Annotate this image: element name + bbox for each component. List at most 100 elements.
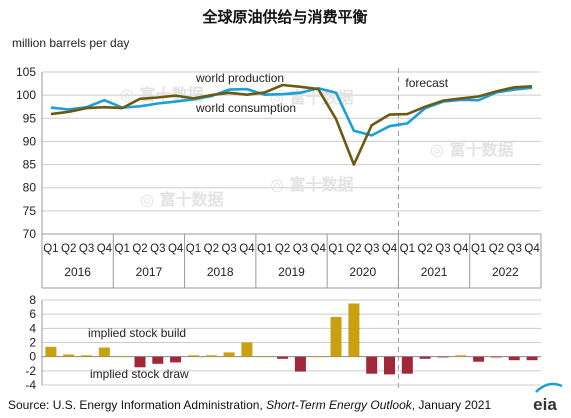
x-tick-22: Q3 (435, 243, 450, 255)
y-tick-80: 80 (23, 181, 37, 195)
source-note: Source: U.S. Energy Information Administ… (8, 398, 491, 412)
x-tick-5: Q2 (132, 243, 147, 255)
bar-y-tick-0: 0 (29, 350, 36, 364)
y-tick-100: 100 (16, 88, 36, 102)
source-date: , January 2021 (412, 398, 492, 412)
bar-20 (401, 356, 413, 374)
x-tick-26: Q3 (507, 243, 522, 255)
watermark-3: ◎ 富十数据 (140, 190, 224, 209)
bar-y-tick-6: 6 (29, 307, 36, 321)
bar-2 (81, 355, 92, 357)
x-tick-18: Q3 (364, 243, 379, 255)
bar-16 (330, 317, 342, 357)
source-publication: Short-Term Energy Outlook (266, 398, 413, 412)
bar-24 (473, 356, 485, 362)
bar-9 (205, 355, 217, 357)
x-tick-13: Q2 (275, 243, 290, 255)
x-tick-24: Q1 (471, 243, 486, 255)
x-tick-16: Q1 (328, 243, 343, 255)
eia-logo-text: eia (533, 395, 557, 414)
x-tick-17: Q2 (346, 243, 361, 255)
bar-10 (223, 352, 235, 357)
year-label-2018: 2018 (207, 265, 234, 279)
y-tick-95: 95 (23, 111, 37, 125)
x-tick-25: Q2 (489, 243, 504, 255)
bar-27 (526, 356, 538, 361)
bar-6 (152, 356, 164, 364)
bar-22 (437, 356, 449, 358)
bar-15 (312, 356, 324, 357)
year-label-2022: 2022 (492, 265, 519, 279)
top-y-tick-labels: 70 75 80 85 90 95 100 105 (16, 65, 36, 241)
bar-14 (294, 356, 306, 372)
bar-3 (98, 347, 110, 357)
bar-18 (366, 356, 378, 374)
x-tick-1: Q2 (61, 243, 76, 255)
stock-bars (45, 303, 538, 375)
watermark-2: ◎ 富十数据 (270, 175, 354, 194)
x-tick-21: Q2 (417, 243, 432, 255)
x-axis: Q1 Q2 Q3 Q4 Q1 Q2 Q3 Q4 Q1 Q2 Q3 Q4 Q1 Q2 Q3 Q4 Q1 Q2 Q3 Q4… (41, 72, 542, 289)
x-tick-14: Q3 (293, 243, 308, 255)
x-tick-27: Q4 (524, 243, 540, 255)
forecast-label: forecast (405, 76, 448, 90)
y-tick-105: 105 (16, 65, 36, 79)
x-tick-4: Q1 (115, 243, 130, 255)
bar-y-tick-2: 2 (29, 336, 36, 350)
unit-label: million barrels per day (12, 36, 129, 50)
bar-26 (508, 356, 520, 361)
bar-8 (188, 355, 199, 357)
bar-y-tick-8: 8 (29, 293, 36, 307)
x-tick-8: Q1 (186, 243, 201, 255)
bar-17 (348, 303, 360, 357)
top-gridlines (42, 71, 541, 235)
year-label-2016: 2016 (64, 265, 91, 279)
label-implied-stock-draw: implied stock draw (90, 367, 189, 381)
chart-title: 全球原油供给与消费平衡 (201, 8, 367, 26)
bar-y-tick-4: 4 (29, 321, 36, 335)
x-tick-20: Q1 (400, 243, 415, 255)
watermarks: ◎ 富十数据◎ 富十数据◎ 富十数据◎ 富十数据◎ 富十数据 (120, 85, 514, 209)
watermark-1: ◎ 富十数据 (430, 140, 514, 159)
watermark-0: ◎ 富十数据 (120, 85, 204, 104)
x-tick-2: Q3 (79, 243, 94, 255)
y-tick-70: 70 (23, 227, 37, 241)
bar-23 (455, 355, 467, 357)
bar-11 (241, 342, 253, 357)
year-label-2020: 2020 (349, 265, 376, 279)
x-tick-10: Q3 (221, 243, 236, 255)
source-prefix: Source: U.S. Energy Information Administ… (8, 398, 266, 412)
x-tick-11: Q4 (239, 243, 255, 255)
bar-y-tick--4: -4 (25, 378, 36, 392)
x-tick-9: Q2 (204, 243, 219, 255)
bar-19 (384, 356, 395, 375)
bar-13 (277, 356, 289, 359)
x-tick-23: Q4 (453, 243, 469, 255)
bar-21 (419, 356, 431, 359)
series-lines (50, 83, 533, 166)
eia-logo: eia (533, 382, 563, 414)
x-tick-15: Q4 (311, 243, 327, 255)
bar-y-tick--2: -2 (25, 364, 36, 378)
legend-world-consumption: world consumption (195, 101, 296, 115)
label-implied-stock-build: implied stock build (88, 326, 186, 340)
bar-25 (490, 356, 502, 358)
x-tick-12: Q1 (257, 243, 272, 255)
x-tick-3: Q4 (97, 243, 113, 255)
year-label-2017: 2017 (136, 265, 163, 279)
bar-7 (170, 356, 182, 363)
x-tick-7: Q4 (168, 243, 184, 255)
year-label-2021: 2021 (421, 265, 448, 279)
y-tick-85: 85 (23, 158, 37, 172)
year-label-2019: 2019 (278, 265, 305, 279)
eia-logo-swoosh (535, 382, 563, 393)
line-consumption (50, 83, 533, 166)
x-tick-0: Q1 (43, 243, 58, 255)
y-tick-90: 90 (23, 134, 37, 148)
bar-0 (45, 346, 57, 357)
bar-1 (63, 354, 75, 357)
bar-5 (134, 356, 146, 368)
